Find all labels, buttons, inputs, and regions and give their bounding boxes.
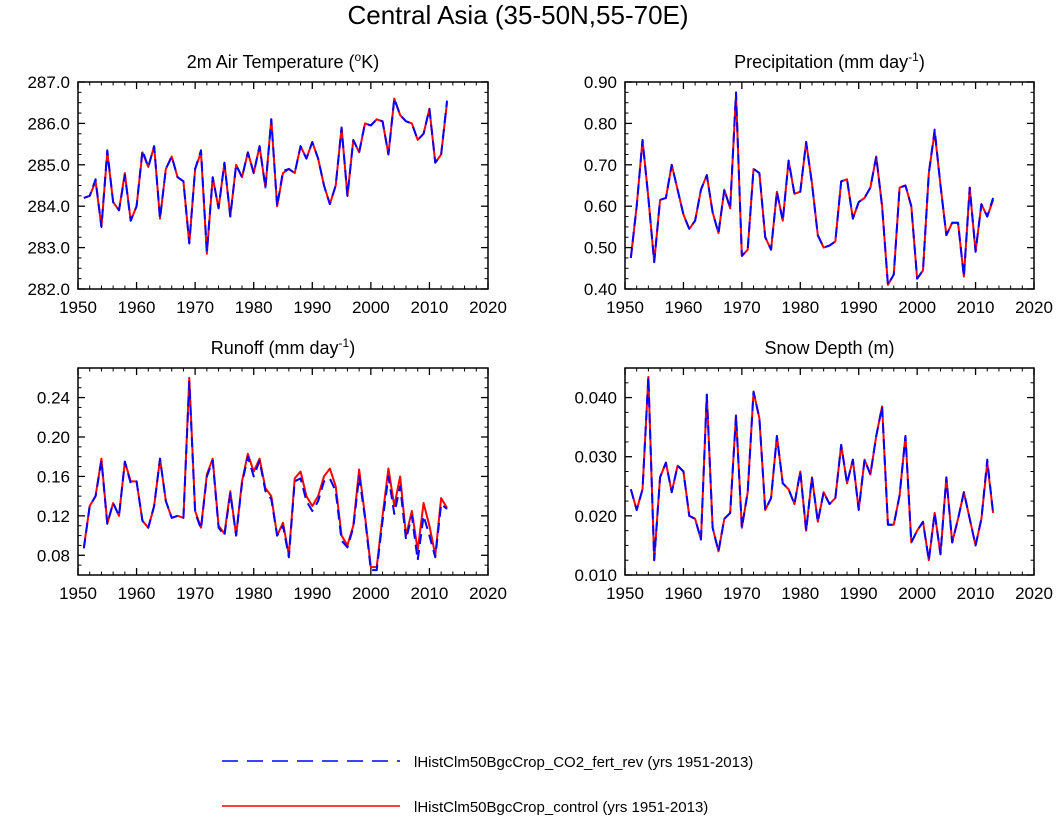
x-tick-label: 1950 (606, 298, 644, 317)
panel-title: Precipitation (mm day-1) (734, 50, 925, 72)
x-tick-label: 1960 (118, 584, 156, 603)
x-tick-label: 1990 (293, 584, 331, 603)
plot-frame (77, 367, 489, 576)
y-tick-label: 284.0 (27, 197, 70, 216)
x-tick-label: 2010 (957, 298, 995, 317)
x-tick-label: 1980 (235, 584, 273, 603)
y-tick-label: 0.60 (584, 197, 617, 216)
x-tick-label: 1950 (606, 584, 644, 603)
chart-panel-1: 2m Air Temperature (oK) 1950 1960 1970 1980 1… (27, 50, 506, 317)
x-tick-label: 1970 (176, 298, 214, 317)
y-tick-label: 0.90 (584, 73, 617, 92)
series-group (629, 91, 995, 286)
figure-title: Central Asia (35-50N,55-70E) (347, 0, 688, 30)
x-tick-label: 1960 (118, 298, 156, 317)
y-tick-label: 0.16 (37, 467, 70, 486)
x-tick-label: 1980 (781, 298, 819, 317)
x-tick-label: 2000 (898, 298, 936, 317)
series-line-control (629, 375, 995, 562)
y-tick-label: 0.12 (37, 507, 70, 526)
series-line-co2-fert-rev (629, 375, 995, 562)
y-tick-label: 282.0 (27, 280, 70, 299)
x-tick-label: 1960 (665, 298, 703, 317)
chart-panel-2: Precipitation (mm day-1) 1950 1960 1970 1980… (584, 50, 1053, 317)
plot-frame (624, 367, 1035, 576)
y-tick-label: 0.20 (37, 428, 70, 447)
x-tick-label: 1970 (723, 584, 761, 603)
x-tick-label: 1950 (59, 298, 97, 317)
legend-label-control: lHistClm50BgcCrop_control (yrs 1951-2013… (414, 799, 708, 816)
x-tick-label: 2020 (1015, 584, 1053, 603)
chart-panels: 2m Air Temperature (oK) 1950 1960 1970 1980 1… (27, 50, 1052, 603)
x-tick-label: 2010 (957, 584, 995, 603)
x-tick-label: 1960 (665, 584, 703, 603)
y-tick-label: 0.08 (37, 546, 70, 565)
series-line-co2-fert-rev (629, 91, 995, 286)
x-tick-label: 2020 (469, 298, 507, 317)
x-tick-label: 2010 (411, 584, 449, 603)
y-tick-label: 0.040 (574, 389, 617, 408)
y-tick-label: 283.0 (27, 239, 70, 258)
series-group (82, 376, 448, 572)
x-tick-label: 1980 (235, 298, 273, 317)
series-line-control (82, 376, 448, 569)
x-tick-label: 2020 (469, 584, 507, 603)
plot-frame (77, 81, 489, 290)
x-tick-label: 1990 (293, 298, 331, 317)
x-tick-label: 1950 (59, 584, 97, 603)
y-tick-label: 285.0 (27, 156, 70, 175)
y-tick-label: 287.0 (27, 73, 70, 92)
y-tick-label: 0.80 (584, 114, 617, 133)
series-line-co2-fert-rev (82, 380, 448, 572)
y-tick-label: 0.010 (574, 566, 617, 585)
x-tick-label: 1990 (840, 584, 878, 603)
x-tick-label: 1970 (723, 298, 761, 317)
legend: lHistClm50BgcCrop_CO2_fert_rev (yrs 1951… (222, 754, 753, 816)
y-tick-label: 0.40 (584, 280, 617, 299)
x-tick-label: 2000 (352, 584, 390, 603)
y-tick-label: 0.24 (37, 389, 70, 408)
x-tick-label: 2000 (898, 584, 936, 603)
series-group (83, 97, 448, 255)
chart-panel-3: Runoff (mm day-1) 1950 1960 1970 1980 1990 200… (37, 336, 507, 603)
x-tick-label: 1970 (176, 584, 214, 603)
y-tick-label: 0.020 (574, 507, 617, 526)
legend-label-co2-fert-rev: lHistClm50BgcCrop_CO2_fert_rev (yrs 1951… (414, 754, 753, 771)
y-tick-label: 0.50 (584, 239, 617, 258)
x-tick-label: 1990 (840, 298, 878, 317)
x-tick-label: 2010 (411, 298, 449, 317)
y-tick-label: 286.0 (27, 114, 70, 133)
panel-title: Runoff (mm day-1) (211, 336, 355, 358)
chart-panel-4: Snow Depth (m) 1950 1960 1970 1980 1990 2000 20… (574, 338, 1052, 603)
panel-title: Snow Depth (m) (764, 338, 894, 358)
x-tick-label: 1980 (781, 584, 819, 603)
series-line-co2-fert-rev (83, 97, 448, 253)
plot-frame (624, 81, 1035, 290)
x-tick-label: 2000 (352, 298, 390, 317)
y-tick-label: 0.030 (574, 448, 617, 467)
series-group (629, 375, 995, 562)
x-tick-label: 2020 (1015, 298, 1053, 317)
y-tick-label: 0.70 (584, 156, 617, 175)
panel-title: 2m Air Temperature (oK) (187, 50, 379, 72)
